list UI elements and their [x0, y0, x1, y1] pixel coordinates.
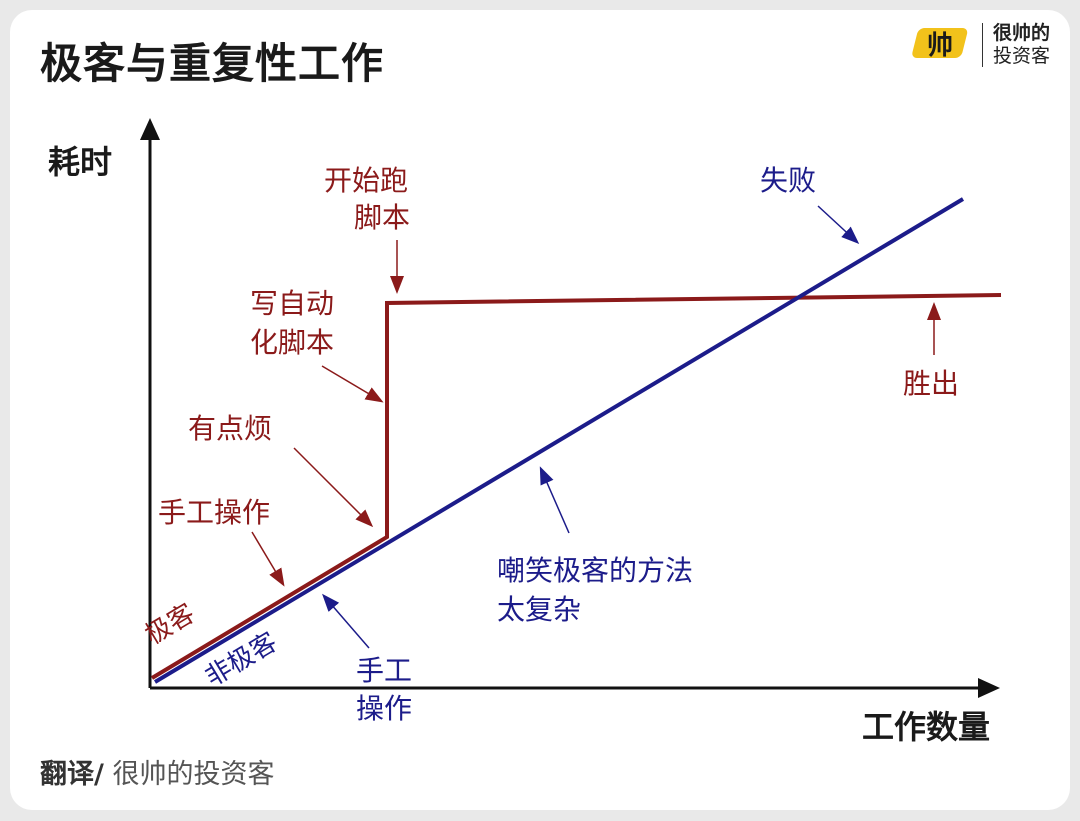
x-axis-label: 工作数量 — [862, 708, 990, 746]
annotation-geek-annoying: 有点烦 — [188, 412, 272, 445]
credit-name: 很帅的投资客 — [103, 759, 275, 790]
annotation-geek-manual: 手工操作 — [158, 496, 270, 529]
arrow-nongeek-mock — [539, 466, 570, 534]
non-geek-line — [153, 197, 965, 684]
brand-name-line2: 投资客 — [992, 45, 1050, 67]
x-axis-arrow-icon — [978, 678, 1000, 698]
non-geek-line-label: 非极客 — [200, 627, 282, 693]
annotation-geek-run-script-1: 开始跑 — [324, 164, 408, 197]
annotation-geek-write-script-2: 化脚本 — [250, 326, 334, 359]
y-axis-label: 耗时 — [48, 143, 112, 181]
card — [10, 10, 1070, 810]
annotation-geek-write-script-1: 写自动 — [250, 287, 334, 320]
brand-name-line1: 很帅的 — [992, 22, 1050, 44]
arrow-geek-annoying — [293, 447, 374, 528]
brand-name: 很帅的 投资客 — [993, 22, 1050, 68]
geek-line — [150, 293, 1002, 680]
arrow-geek-write-script — [321, 365, 384, 403]
annotation-nongeek-manual-1: 手工 — [356, 654, 412, 687]
annotation-nongeek-mock-2: 太复杂 — [497, 593, 581, 626]
annotation-nongeek-mock-1: 嘲笑极客的方法 — [497, 554, 693, 587]
annotation-nongeek-manual-2: 操作 — [356, 692, 412, 725]
translation-credit: 翻译/ 很帅的投资客 — [40, 752, 274, 791]
annotation-geek-run-script-2: 脚本 — [354, 201, 410, 234]
annotation-geek-wins: 胜出 — [903, 367, 959, 400]
arrow-nongeek-manual — [322, 593, 370, 649]
brand: 帅 很帅的 投资客 — [906, 22, 1050, 68]
credit-label: 翻译/ — [40, 759, 104, 790]
page-title: 极客与重复性工作 — [40, 39, 385, 88]
y-axis-arrow-icon — [140, 118, 160, 140]
brand-logo-icon: 帅 — [912, 28, 968, 61]
annotation-nongeek-fail: 失败 — [760, 164, 816, 197]
arrow-geek-manual — [251, 531, 285, 587]
arrow-nongeek-fail — [817, 205, 860, 245]
brand-divider — [981, 23, 983, 67]
brand-logo-text: 帅 — [927, 31, 953, 61]
